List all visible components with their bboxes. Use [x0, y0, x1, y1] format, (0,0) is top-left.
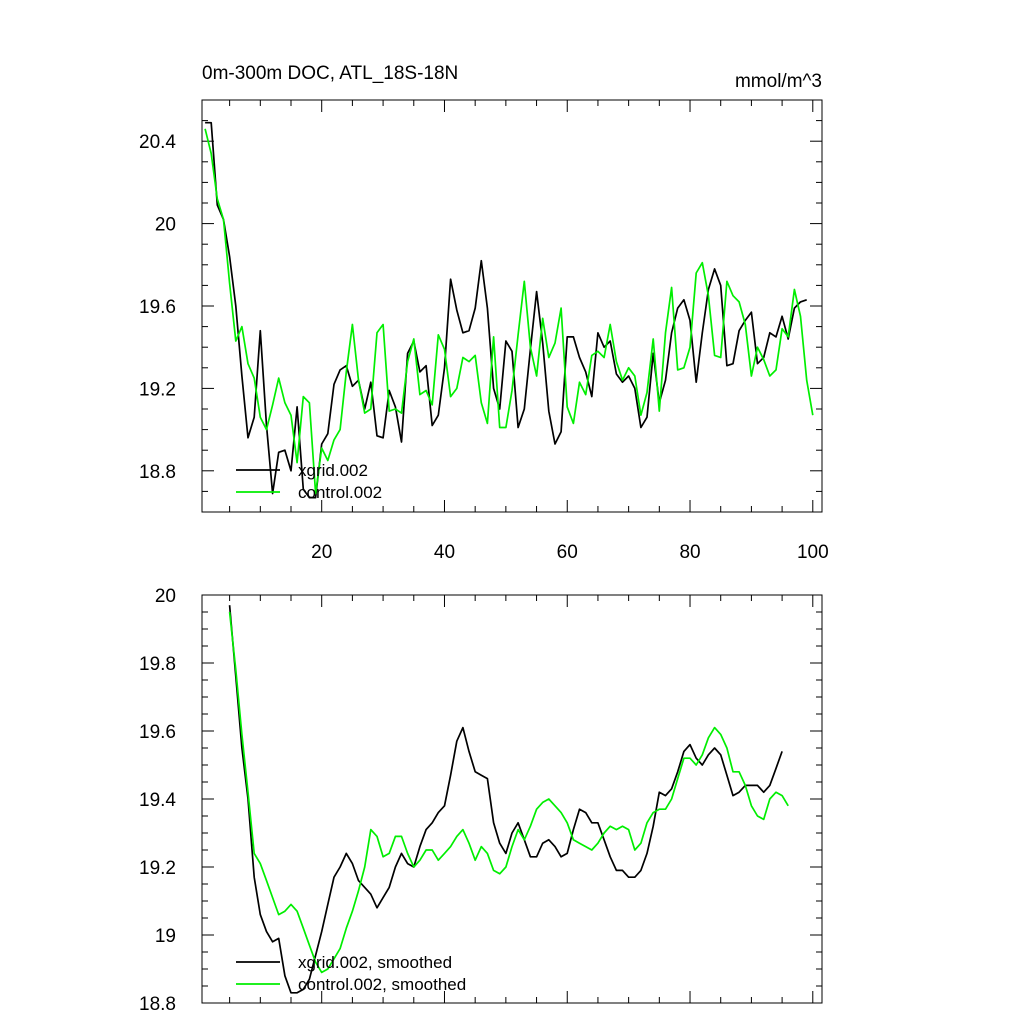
- y-tick-label: 19.6: [139, 722, 176, 743]
- legend-label: control.002, smoothed: [298, 975, 466, 994]
- legend-label: control.002: [298, 483, 382, 502]
- y-tick-label: 19.8: [139, 654, 176, 675]
- series-line-xgrid-002: [205, 121, 807, 499]
- y-tick-label: 19.4: [139, 790, 176, 811]
- series-line-control-002: [204, 128, 814, 495]
- series-line-xgrid-002-smoothed: [228, 605, 783, 994]
- units-label: mmol/m^3: [735, 71, 822, 92]
- x-tick-label: 40: [434, 542, 455, 563]
- plot-frame: [201, 594, 823, 1004]
- y-tick-label: 20: [155, 215, 176, 236]
- y-tick-label: 18.8: [139, 462, 176, 483]
- y-tick-label: 19.2: [139, 858, 176, 879]
- bottom-panel: 18.8 19 19.2 19.4 19.6 19.8 20 xgrid.002, smoot…: [139, 586, 823, 1015]
- legend-label: xgrid.002, smoothed: [298, 953, 452, 972]
- x-tick-label: 100: [797, 542, 829, 563]
- x-tick-label: 20: [311, 542, 332, 563]
- x-tick-label: 80: [679, 542, 700, 563]
- y-tick-label: 20: [155, 586, 176, 607]
- y-tick-label: 19.2: [139, 379, 176, 400]
- y-tick-label: 18.8: [139, 994, 176, 1015]
- series-line-control-002-smoothed: [228, 611, 789, 974]
- x-tick-label: 60: [557, 542, 578, 563]
- y-tick-label: 19: [155, 926, 176, 947]
- chart-title: 0m-300m DOC, ATL_18S-18N: [202, 63, 458, 84]
- y-tick-label: 20.4: [139, 132, 176, 153]
- y-tick-label: 19.6: [139, 297, 176, 318]
- top-panel: 20 40 60 80 100 18.8 19.2 19.6 20 20.4 0m-300m DOC…: [139, 63, 829, 563]
- legend-label: xgrid.002: [298, 461, 368, 480]
